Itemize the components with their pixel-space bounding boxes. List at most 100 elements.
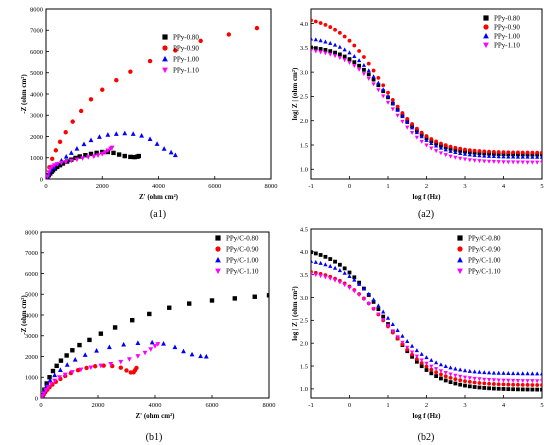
data-point — [60, 161, 66, 166]
data-point — [438, 362, 444, 367]
panel-label: (a2) — [418, 209, 434, 220]
data-point — [439, 141, 443, 146]
data-point — [482, 386, 487, 390]
data-point — [530, 371, 535, 376]
y-tick-label: 4.5 — [300, 226, 308, 233]
legend-marker — [457, 268, 463, 275]
data-point — [424, 361, 429, 366]
data-point — [511, 152, 516, 157]
data-point — [68, 158, 74, 164]
data-point — [147, 58, 153, 64]
data-point — [539, 160, 542, 165]
data-point — [328, 52, 333, 57]
data-point — [501, 152, 506, 157]
data-point — [57, 162, 63, 168]
data-point — [45, 385, 51, 390]
data-point — [535, 160, 540, 165]
y-tick-label: 2000 — [25, 354, 38, 361]
data-point — [506, 387, 511, 392]
legend-marker — [162, 67, 168, 74]
data-point — [342, 266, 347, 271]
data-point — [161, 146, 167, 151]
data-point — [50, 368, 56, 374]
data-point — [366, 291, 371, 296]
y-axis-label: -Z (ohm cm²) — [20, 295, 28, 335]
data-point — [511, 378, 516, 383]
data-point — [41, 391, 47, 397]
data-point — [357, 293, 362, 298]
data-point — [59, 160, 64, 166]
data-point — [332, 278, 338, 283]
data-point — [463, 149, 467, 154]
data-point — [467, 384, 472, 389]
data-point — [337, 280, 342, 285]
data-point — [198, 353, 204, 359]
data-point — [130, 131, 136, 136]
y-tick-label: 3.5 — [300, 45, 308, 52]
x-tick-label: 6000 — [208, 183, 221, 190]
data-point — [419, 351, 424, 356]
data-point — [506, 154, 511, 159]
data-point — [443, 143, 448, 148]
y-tick-label: 5000 — [30, 70, 43, 77]
data-point — [88, 97, 94, 102]
legend-marker — [483, 24, 489, 30]
data-point — [118, 365, 124, 370]
legend-label: PPy/C-1.00 — [468, 257, 501, 265]
y-tick-label: 3.0 — [300, 69, 308, 76]
data-point — [323, 22, 328, 27]
data-point — [482, 370, 487, 375]
data-point — [311, 258, 314, 263]
plot-frame — [45, 8, 272, 180]
data-point — [462, 368, 468, 373]
data-point — [390, 329, 395, 334]
data-point — [487, 149, 491, 154]
data-point — [311, 36, 314, 41]
data-point — [405, 119, 410, 124]
data-point — [105, 132, 111, 137]
x-axis-label: Z' (ohm cm²) — [139, 193, 179, 201]
y-tick-label: 2000 — [30, 134, 43, 141]
data-point — [381, 318, 386, 323]
chart-panel-3: -1 0 1 2 3 4 5 1.0 1.5 2.0 2.5 3.0 3.5 4.0 4.5 log f (H… — [291, 226, 544, 443]
data-point — [77, 154, 82, 159]
data-point — [496, 152, 501, 156]
data-point — [525, 387, 530, 392]
legend-marker — [483, 15, 489, 21]
data-point — [424, 368, 429, 372]
y-tick-label: 2.5 — [300, 318, 308, 325]
data-point — [516, 387, 520, 392]
data-point — [52, 163, 57, 168]
data-point — [506, 371, 511, 376]
y-tick-label: 2.0 — [300, 340, 308, 347]
data-point — [434, 149, 439, 154]
data-point — [496, 378, 501, 383]
data-point — [311, 250, 313, 255]
data-point — [491, 382, 496, 386]
legend-marker — [483, 32, 489, 39]
data-point — [395, 113, 400, 118]
data-point — [395, 104, 400, 109]
data-point — [337, 262, 342, 267]
data-point — [491, 370, 496, 375]
data-point — [337, 52, 342, 57]
data-point — [142, 350, 148, 356]
data-point — [434, 143, 439, 148]
data-point — [81, 141, 87, 147]
data-point — [390, 321, 395, 326]
data-point — [463, 379, 467, 384]
data-point — [453, 155, 458, 160]
x-tick-label: 3 — [463, 402, 466, 409]
data-point — [434, 367, 439, 372]
panel-label: (b1) — [146, 432, 163, 443]
data-point — [203, 353, 209, 359]
data-point — [57, 139, 63, 145]
data-point — [472, 369, 477, 374]
data-point — [535, 150, 540, 155]
data-point — [313, 259, 318, 264]
data-point — [376, 75, 381, 80]
data-point — [128, 154, 133, 160]
data-point — [462, 151, 468, 156]
data-point — [516, 150, 520, 155]
